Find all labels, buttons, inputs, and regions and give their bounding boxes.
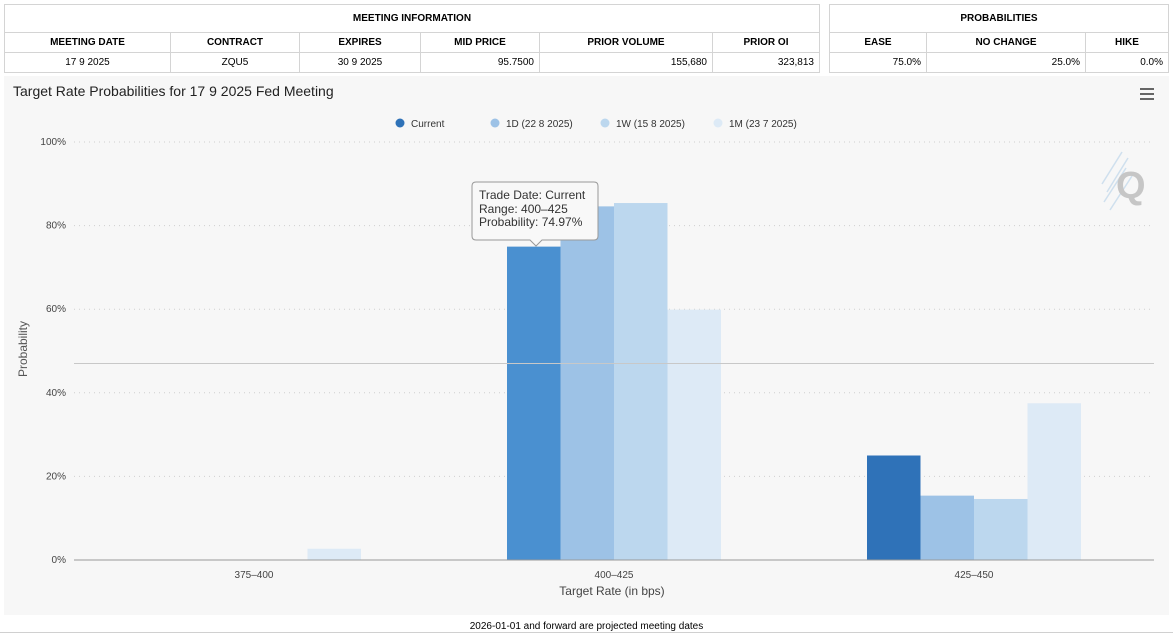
y-tick-label: 100% <box>40 137 66 148</box>
tooltip-range: Range: 400–425 <box>479 202 568 216</box>
value-prior-volume: 155,680 <box>539 52 713 73</box>
y-tick-label: 0% <box>52 555 67 566</box>
value-contract: ZQU5 <box>170 52 300 73</box>
chart-bars <box>307 203 1082 561</box>
probabilities-table: PROBABILITIES EASE NO CHANGE HIKE 75.0% … <box>829 4 1169 73</box>
x-tick-label: 425–450 <box>955 570 994 581</box>
legend-label: 1M (23 7 2025) <box>729 119 797 130</box>
x-tick-label: 400–425 <box>595 570 634 581</box>
value-mid-price: 95.7500 <box>420 52 540 73</box>
value-meeting-date: 17 9 2025 <box>4 52 171 73</box>
x-axis-labels: 375–400 400–425 425–450 <box>235 570 994 581</box>
y-tick-label: 80% <box>46 221 66 232</box>
probabilities-title: PROBABILITIES <box>829 4 1169 33</box>
bar[interactable] <box>507 246 561 560</box>
bar[interactable] <box>667 309 722 560</box>
chart-legend: Current 1D (22 8 2025) 1W (15 8 2025) 1M (2… <box>395 118 797 131</box>
tooltip-probability: Probability: 74.97% <box>479 215 583 229</box>
legend-label: Current <box>411 119 445 130</box>
y-tick-label: 20% <box>46 471 66 482</box>
bar[interactable] <box>974 498 1028 560</box>
header-contract: CONTRACT <box>170 32 300 53</box>
legend-item[interactable]: 1M (23 7 2025) <box>713 118 797 131</box>
tooltip: Trade Date: Current Range: 400–425 Proba… <box>471 181 599 247</box>
y-axis-title: Probability <box>16 321 30 377</box>
header-hike: HIKE <box>1085 32 1169 53</box>
value-expires: 30 9 2025 <box>299 52 421 73</box>
legend-label: 1D (22 8 2025) <box>506 119 573 130</box>
legend-marker <box>713 118 723 128</box>
value-hike: 0.0% <box>1085 52 1169 73</box>
legend-marker <box>395 118 405 128</box>
bar[interactable] <box>867 455 921 561</box>
bar[interactable] <box>920 495 975 560</box>
legend-item[interactable]: 1D (22 8 2025) <box>490 118 573 131</box>
legend-item[interactable]: Current <box>395 118 445 131</box>
tooltip-box <box>471 181 599 247</box>
header-ease: EASE <box>829 32 927 53</box>
bar[interactable] <box>1027 403 1082 560</box>
header-mid-price: MID PRICE <box>420 32 540 53</box>
legend-marker <box>600 118 610 128</box>
bottom-divider <box>0 632 1173 633</box>
header-prior-oi: PRIOR OI <box>712 32 820 53</box>
bar[interactable] <box>614 203 668 560</box>
watermark-letter: Q <box>1116 165 1146 207</box>
header-no-change: NO CHANGE <box>926 32 1086 53</box>
y-tick-label: 40% <box>46 388 66 399</box>
header-meeting-date: MEETING DATE <box>4 32 171 53</box>
y-tick-label: 60% <box>46 304 66 315</box>
bar[interactable] <box>307 548 362 560</box>
tooltip-trade-date: Trade Date: Current <box>479 188 586 202</box>
hamburger-menu-icon[interactable] <box>1134 84 1158 104</box>
legend-item[interactable]: 1W (15 8 2025) <box>600 118 685 131</box>
bar[interactable] <box>560 206 615 560</box>
chart-title: Target Rate Probabilities for 17 9 2025 … <box>13 83 334 99</box>
x-tick-label: 375–400 <box>235 570 274 581</box>
x-axis-title: Target Rate (in bps) <box>559 584 664 598</box>
legend-label: 1W (15 8 2025) <box>616 119 685 130</box>
meeting-information-title: MEETING INFORMATION <box>4 4 820 33</box>
value-prior-oi: 323,813 <box>712 52 820 73</box>
header-prior-volume: PRIOR VOLUME <box>539 32 713 53</box>
value-ease: 75.0% <box>829 52 927 73</box>
footer-note: 2026-01-01 and forward are projected mee… <box>469 621 704 632</box>
value-no-change: 25.0% <box>926 52 1086 73</box>
chart-panel: Target Rate Probabilities for 17 9 2025 … <box>4 76 1169 615</box>
watermark-logo: Q <box>1101 151 1146 211</box>
header-expires: EXPIRES <box>299 32 421 53</box>
meeting-information-table: MEETING INFORMATION MEETING DATE CONTRAC… <box>4 4 820 73</box>
legend-marker <box>490 118 500 128</box>
probability-chart: Target Rate Probabilities for 17 9 2025 … <box>13 83 1158 598</box>
